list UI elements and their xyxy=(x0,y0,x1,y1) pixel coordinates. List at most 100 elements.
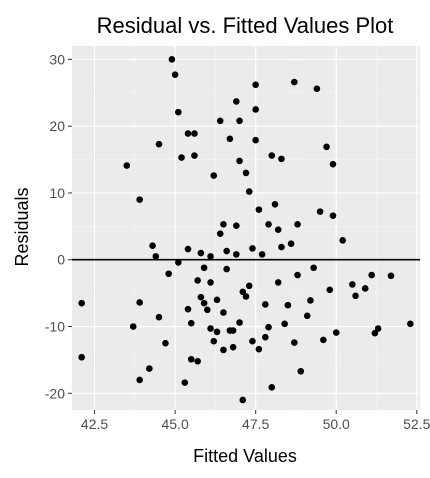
data-point xyxy=(210,172,218,179)
data-point xyxy=(216,230,224,237)
data-point xyxy=(387,272,395,280)
data-point xyxy=(216,117,224,125)
y-tick-label: 0 xyxy=(57,252,65,268)
data-point xyxy=(278,155,285,163)
chart-title: Residual vs. Fitted Values Plot xyxy=(97,13,394,38)
data-point xyxy=(197,249,205,257)
data-point xyxy=(278,243,285,251)
data-point xyxy=(197,293,205,301)
data-point xyxy=(168,56,176,63)
data-point xyxy=(255,206,263,213)
data-point xyxy=(213,296,221,304)
data-point xyxy=(194,357,201,365)
plot-panel xyxy=(72,46,420,410)
data-point xyxy=(242,293,250,300)
data-point xyxy=(155,140,163,148)
panel-background xyxy=(72,46,420,410)
data-point xyxy=(184,305,192,313)
data-point xyxy=(291,78,298,86)
data-point xyxy=(194,277,201,284)
data-point xyxy=(226,135,234,143)
data-point xyxy=(187,319,195,327)
data-point xyxy=(220,309,227,316)
data-point xyxy=(155,313,163,321)
data-point xyxy=(184,130,192,137)
y-tick-label: -20 xyxy=(45,385,65,401)
data-point xyxy=(374,325,382,332)
data-point xyxy=(265,221,272,228)
data-point xyxy=(268,152,276,159)
data-point xyxy=(316,208,324,215)
data-point xyxy=(223,265,230,273)
data-point xyxy=(339,237,346,244)
y-tick-label: -10 xyxy=(45,319,65,335)
x-axis-title: Fitted Values xyxy=(193,446,297,466)
data-point xyxy=(255,345,263,353)
data-point xyxy=(313,85,321,93)
data-point xyxy=(303,312,311,320)
data-point xyxy=(123,162,131,169)
data-point xyxy=(291,339,298,346)
data-point xyxy=(220,221,227,228)
data-point xyxy=(220,346,227,354)
data-point xyxy=(245,282,253,290)
data-point xyxy=(265,323,272,331)
data-point xyxy=(236,319,243,326)
data-point xyxy=(152,253,160,260)
x-tick-label: 50.0 xyxy=(323,416,350,432)
data-point xyxy=(307,297,314,304)
data-point xyxy=(245,188,253,195)
data-point xyxy=(407,320,414,328)
data-point xyxy=(78,299,85,307)
data-point xyxy=(268,383,276,391)
data-point xyxy=(233,222,240,229)
data-point xyxy=(274,279,282,286)
data-point xyxy=(204,306,211,314)
data-point xyxy=(236,117,243,125)
x-tick-label: 45.0 xyxy=(161,416,188,432)
data-point xyxy=(332,329,340,336)
data-point xyxy=(252,106,259,113)
data-point xyxy=(329,212,337,219)
x-tick-label: 47.5 xyxy=(242,416,269,432)
data-point xyxy=(239,288,247,296)
y-tick-label: 10 xyxy=(49,185,65,201)
x-tick-label: 42.5 xyxy=(81,416,108,432)
data-point xyxy=(175,108,182,116)
data-point xyxy=(233,251,240,258)
data-point xyxy=(262,301,269,308)
data-point xyxy=(310,264,317,272)
data-point xyxy=(274,226,282,233)
data-point xyxy=(207,279,214,286)
data-point xyxy=(136,376,143,384)
axis-ticks: 42.5 45.0 47.5 50.0 52.5 -20 -10 0 10 20 30 xyxy=(45,51,430,432)
data-point xyxy=(229,343,237,351)
data-point xyxy=(175,259,182,266)
data-point xyxy=(162,339,169,347)
data-point xyxy=(352,292,359,300)
data-point xyxy=(229,327,237,334)
data-point xyxy=(136,196,143,203)
data-point xyxy=(149,242,156,249)
data-point xyxy=(262,333,269,341)
data-point xyxy=(236,157,243,165)
x-tick-label: 52.5 xyxy=(403,416,430,432)
data-point xyxy=(297,367,305,375)
data-point xyxy=(200,264,208,272)
y-axis-title: Residuals xyxy=(12,187,32,266)
data-point xyxy=(371,329,379,337)
data-point xyxy=(294,221,301,228)
data-point xyxy=(165,270,172,278)
data-point xyxy=(223,247,230,255)
data-point xyxy=(252,136,259,144)
data-point xyxy=(294,271,301,279)
data-point xyxy=(191,152,198,159)
data-point xyxy=(146,365,153,372)
data-point xyxy=(171,71,179,79)
data-point xyxy=(191,130,198,137)
data-point xyxy=(349,281,356,288)
data-point xyxy=(184,245,192,253)
data-point xyxy=(242,169,250,177)
data-point xyxy=(252,81,259,89)
